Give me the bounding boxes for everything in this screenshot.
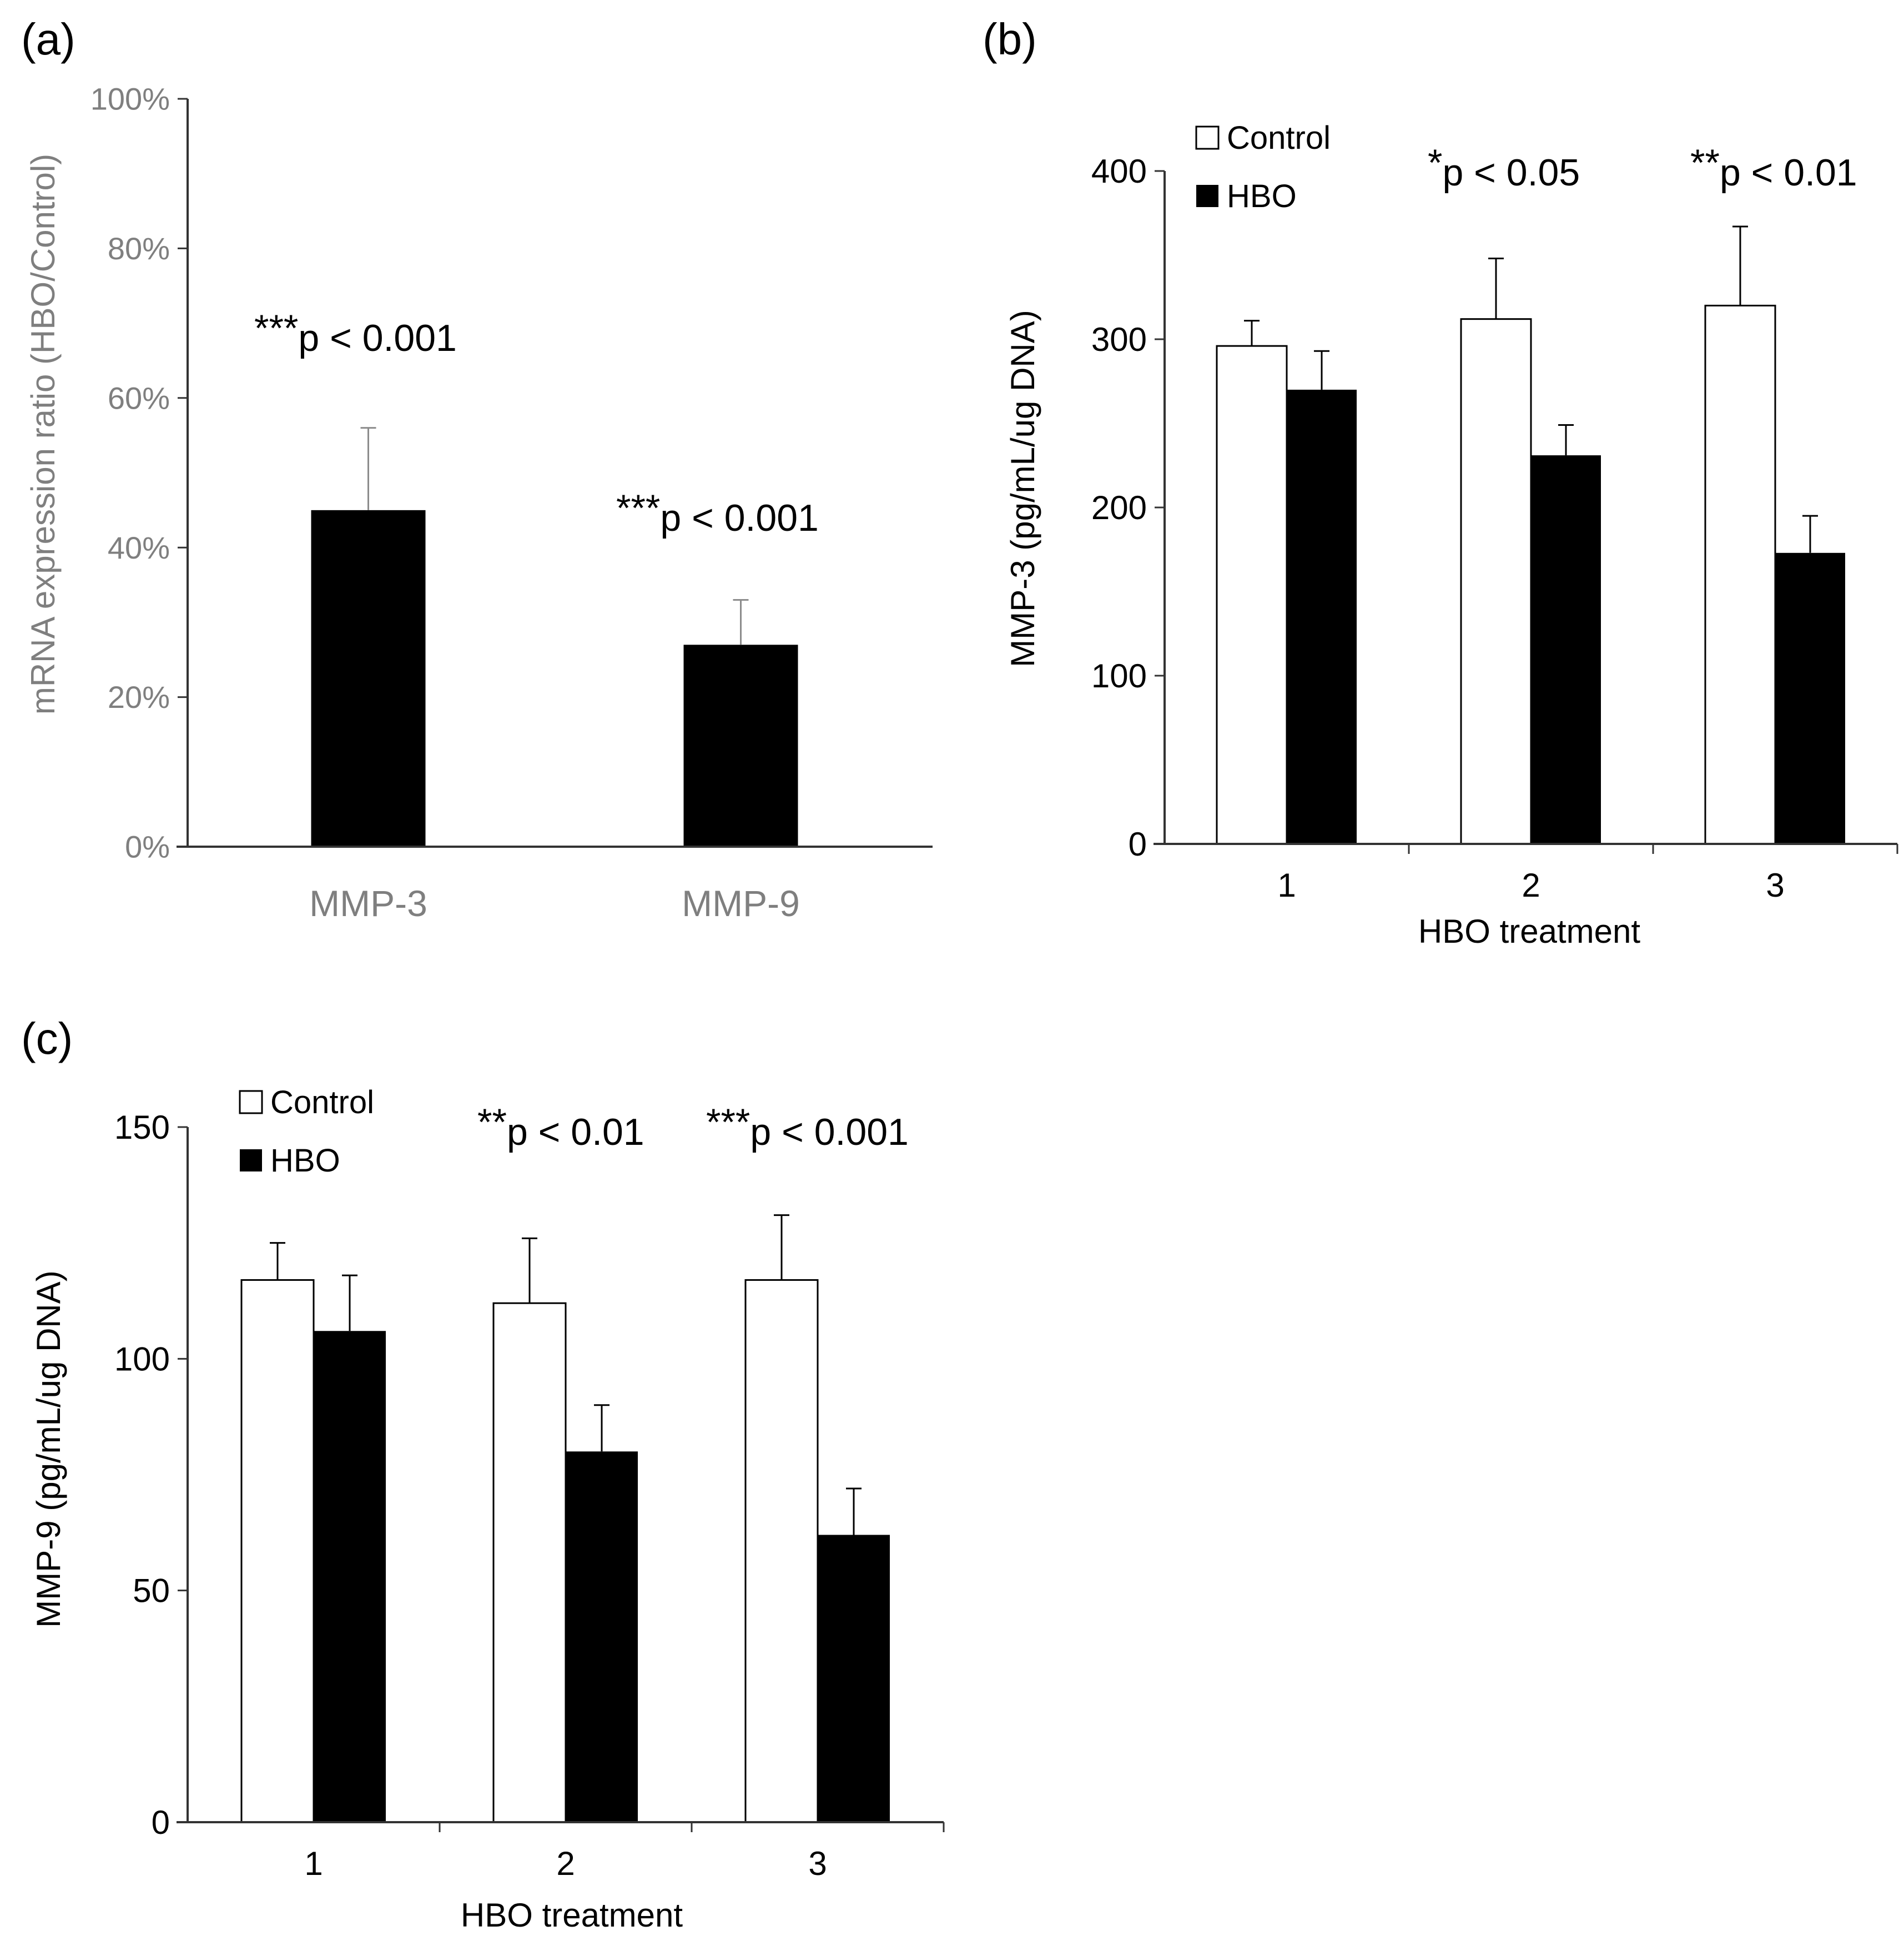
significance-stars: ***	[616, 487, 660, 529]
y-tick-label: 100	[1091, 657, 1147, 695]
legend-swatch-hbo	[240, 1149, 262, 1171]
y-tick-label: 20%	[108, 680, 170, 715]
panel-a: (a) 0% 20% 40% 60% 80% 100% mRNA expression r…	[21, 14, 933, 924]
y-tick-label: 0%	[125, 829, 170, 864]
significance-annotation: **p < 0.01	[477, 1101, 644, 1153]
bar-control-1	[240, 1279, 315, 1823]
y-tick-label: 0	[1129, 826, 1147, 863]
bar-hbo-2	[566, 1451, 638, 1822]
bar-control-3	[1704, 304, 1776, 845]
p-value-label: p < 0.001	[298, 317, 456, 359]
significance-annotation: ***p < 0.001	[254, 307, 457, 359]
bar-control-3	[744, 1279, 819, 1823]
p-value-label: p < 0.05	[1442, 152, 1580, 194]
y-tick-label: 60%	[108, 380, 170, 415]
x-tick-label: 1	[304, 1845, 323, 1882]
bar-control-2	[1460, 318, 1532, 845]
x-tick-label: 3	[1766, 867, 1784, 904]
y-tick-label: 400	[1091, 153, 1147, 190]
bar-hbo-3	[818, 1535, 890, 1822]
legend-label-control: Control	[1227, 120, 1331, 156]
significance-annotation: ***p < 0.001	[616, 487, 819, 539]
x-tick-label: MMP-3	[309, 883, 427, 924]
y-tick-label: 300	[1091, 321, 1147, 358]
legend-label-hbo: HBO	[1227, 178, 1297, 214]
legend-swatch-hbo	[1196, 185, 1218, 207]
legend-swatch-control	[239, 1090, 263, 1114]
significance-stars: **	[1690, 142, 1720, 184]
bar-hbo-2	[1531, 455, 1601, 844]
x-tick-label: 3	[808, 1845, 827, 1882]
y-tick-label: 0	[152, 1804, 170, 1841]
bar-hbo-1	[314, 1331, 386, 1822]
panel-b-label: (b)	[983, 14, 1037, 64]
x-tick-label: 1	[1277, 867, 1296, 904]
bar-hbo-1	[1287, 389, 1357, 844]
y-tick-label: 200	[1091, 489, 1147, 526]
significance-stars: ***	[254, 307, 298, 349]
y-tick-label: 100%	[90, 82, 170, 117]
p-value-label: p < 0.01	[1720, 152, 1857, 194]
x-tick-label: 2	[1522, 867, 1540, 904]
panel-c-y-axis-title: MMP-9 (pg/mL/ug DNA)	[30, 1270, 67, 1627]
panel-a-label: (a)	[21, 14, 75, 64]
panel-c: (c) 0 50 100 150 MMP-9 (pg/mL/ug DNA) 1 2 3 H…	[21, 1014, 945, 1934]
panel-b: (b) 0 100 200 300 400 MMP-3 (pg/mL/ug DNA) 1…	[983, 14, 1898, 950]
bar-control-2	[492, 1302, 567, 1823]
legend-label-control: Control	[270, 1084, 374, 1120]
bar-control-1	[1216, 345, 1288, 845]
bar-mmp-3	[311, 510, 426, 847]
p-value-label: p < 0.001	[660, 497, 818, 539]
panel-a-y-axis-title: mRNA expression ratio (HBO/Control)	[24, 154, 62, 715]
legend-swatch-control	[1195, 125, 1220, 150]
significance-annotation: **p < 0.01	[1690, 142, 1857, 194]
panel-c-label: (c)	[21, 1014, 73, 1063]
y-tick-label: 40%	[108, 530, 170, 565]
x-tick-label: MMP-9	[682, 883, 800, 924]
significance-stars: **	[477, 1101, 507, 1143]
x-tick-label: 2	[556, 1845, 575, 1882]
y-tick-label: 150	[114, 1109, 170, 1146]
panel-c-x-axis-title: HBO treatment	[461, 1897, 683, 1934]
y-tick-label: 80%	[108, 231, 170, 266]
panel-b-x-axis-title: HBO treatment	[1418, 913, 1640, 950]
significance-stars: ***	[706, 1101, 750, 1143]
p-value-label: p < 0.01	[507, 1111, 644, 1153]
bar-hbo-3	[1775, 552, 1845, 844]
legend-label-hbo: HBO	[270, 1143, 340, 1179]
y-tick-label: 50	[133, 1572, 170, 1610]
y-tick-label: 100	[114, 1340, 170, 1377]
bar-mmp-9	[683, 645, 798, 847]
significance-annotation: ***p < 0.001	[706, 1101, 909, 1153]
p-value-label: p < 0.001	[750, 1111, 908, 1153]
significance-annotation: *p < 0.05	[1428, 142, 1580, 194]
panel-b-y-axis-title: MMP-3 (pg/mL/ug DNA)	[1004, 310, 1041, 667]
significance-stars: *	[1428, 142, 1442, 184]
